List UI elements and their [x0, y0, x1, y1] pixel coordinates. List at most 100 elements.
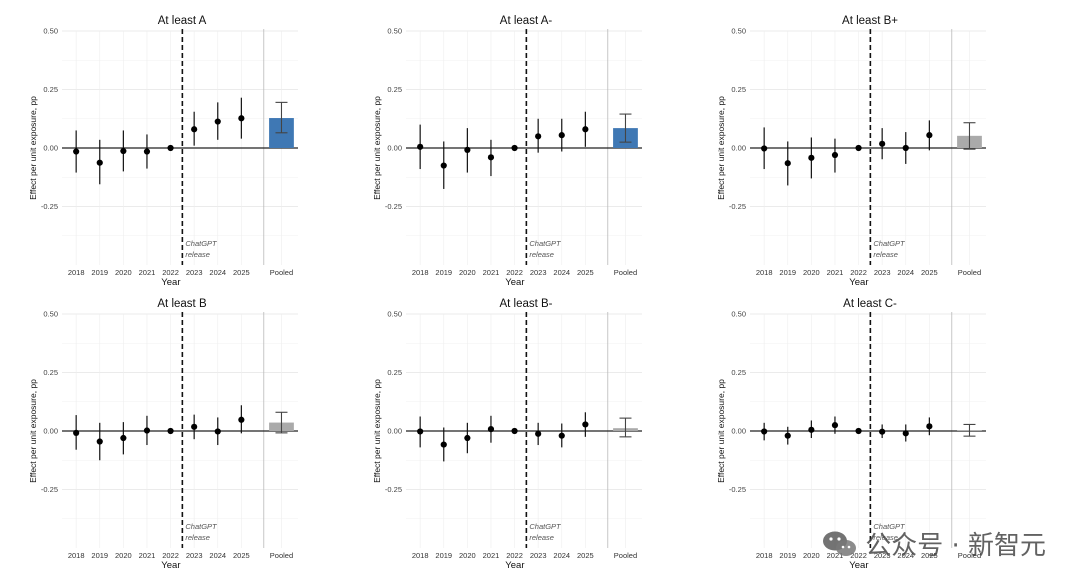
- data-point: [855, 144, 862, 152]
- release-annotation: ChatGPT: [873, 522, 906, 531]
- y-tick-label: 0.00: [731, 144, 746, 153]
- data-point: [926, 423, 933, 430]
- y-axis-label: Effect per unit exposure, pp: [28, 96, 38, 200]
- data-point: [96, 159, 103, 166]
- data-point: [96, 438, 103, 445]
- data-point: [831, 422, 839, 429]
- x-tick-label: 2023: [530, 551, 547, 560]
- x-tick-label: 2024: [897, 268, 914, 277]
- y-axis-label: Effect per unit exposure, pp: [372, 96, 382, 200]
- data-point: [558, 132, 565, 139]
- data-point: [73, 148, 80, 155]
- panel-title: At least A-: [500, 15, 553, 27]
- x-tick-label: 2019: [91, 268, 108, 277]
- panel-title: At least A: [158, 15, 207, 27]
- data-point: [440, 441, 447, 448]
- x-tick-label: Pooled: [958, 551, 981, 560]
- x-tick-label: 2022: [506, 551, 523, 560]
- x-axis-label: Year: [849, 277, 868, 288]
- x-tick-label: 2024: [209, 268, 226, 277]
- panel-title: At least B-: [499, 298, 552, 310]
- y-tick-label: 0.25: [387, 85, 402, 94]
- y-tick-label: -0.25: [41, 485, 58, 494]
- y-tick-label: 0.00: [43, 427, 58, 436]
- data-point: [582, 421, 589, 428]
- x-tick-label: 2023: [186, 268, 203, 277]
- x-tick-label: 2020: [803, 268, 820, 277]
- data-point: [120, 434, 127, 442]
- y-tick-label: 0.25: [731, 85, 746, 94]
- data-point: [511, 427, 518, 435]
- data-point: [808, 426, 815, 433]
- release-annotation: release: [529, 250, 554, 259]
- data-point: [879, 140, 886, 147]
- data-point: [784, 432, 791, 439]
- x-tick-label: 2021: [483, 268, 500, 277]
- y-tick-label: 0.50: [387, 27, 402, 36]
- data-point: [926, 132, 933, 139]
- y-tick-label: 0.50: [43, 27, 58, 36]
- x-tick-label: 2018: [68, 268, 85, 277]
- x-tick-label: 2021: [139, 268, 156, 277]
- x-tick-label: 2025: [921, 268, 938, 277]
- release-annotation: release: [185, 533, 210, 542]
- x-tick-label: 2024: [553, 268, 570, 277]
- data-point: [464, 146, 471, 153]
- x-tick-label: 2022: [506, 268, 523, 277]
- y-tick-label: -0.25: [385, 202, 402, 211]
- x-tick-label: 2024: [209, 551, 226, 560]
- x-tick-label: Pooled: [614, 268, 637, 277]
- data-point: [440, 162, 447, 169]
- x-tick-label: Pooled: [958, 268, 981, 277]
- x-tick-label: 2020: [459, 268, 476, 277]
- x-tick-label: 2020: [803, 551, 820, 560]
- x-tick-label: 2025: [577, 268, 594, 277]
- x-tick-label: Pooled: [270, 551, 293, 560]
- y-tick-label: 0.00: [387, 427, 402, 436]
- x-axis-label: Year: [505, 277, 524, 288]
- x-axis-label: Year: [849, 560, 868, 571]
- y-axis-label: Effect per unit exposure, pp: [372, 379, 382, 483]
- panel-4: ChatGPT release 0.50 0.25 0.00 -0.25 2018 2019 2…: [28, 298, 298, 571]
- x-tick-label: 2022: [850, 551, 867, 560]
- data-point: [761, 428, 768, 435]
- x-tick-label: 2018: [68, 551, 85, 560]
- y-tick-label: -0.25: [729, 485, 746, 494]
- data-point: [238, 115, 245, 122]
- x-axis-label: Year: [505, 560, 524, 571]
- x-tick-label: 2020: [115, 268, 132, 277]
- y-tick-label: 0.00: [43, 144, 58, 153]
- y-axis-label: Effect per unit exposure, pp: [716, 379, 726, 483]
- panel-title: At least B+: [842, 15, 898, 27]
- data-point: [879, 428, 886, 435]
- x-tick-label: 2022: [850, 268, 867, 277]
- y-tick-label: 0.50: [387, 310, 402, 319]
- x-tick-label: 2019: [435, 268, 452, 277]
- release-annotation: release: [185, 250, 210, 259]
- x-tick-label: 2023: [874, 268, 891, 277]
- x-tick-label: Pooled: [614, 551, 637, 560]
- release-annotation: release: [529, 533, 554, 542]
- data-point: [855, 427, 862, 435]
- data-point: [558, 432, 565, 439]
- x-tick-label: Pooled: [270, 268, 293, 277]
- x-tick-label: 2021: [483, 551, 500, 560]
- data-point: [535, 133, 542, 140]
- panel-title: At least C-: [843, 298, 897, 310]
- y-tick-label: 0.25: [43, 85, 58, 94]
- x-tick-label: 2018: [756, 551, 773, 560]
- panel-1: ChatGPT release 0.50 0.25 0.00 -0.25 2018 2019 2…: [28, 15, 298, 288]
- y-tick-label: 0.25: [731, 368, 746, 377]
- release-annotation: release: [873, 533, 898, 542]
- x-tick-label: 2020: [459, 551, 476, 560]
- x-axis-label: Year: [161, 277, 180, 288]
- release-annotation: ChatGPT: [185, 239, 218, 248]
- data-point: [238, 416, 245, 423]
- x-tick-label: 2025: [233, 551, 250, 560]
- data-point: [902, 144, 909, 152]
- data-point: [214, 428, 221, 435]
- y-tick-label: 0.25: [387, 368, 402, 377]
- data-point: [902, 430, 909, 437]
- data-point: [417, 143, 424, 150]
- x-tick-label: 2019: [779, 551, 796, 560]
